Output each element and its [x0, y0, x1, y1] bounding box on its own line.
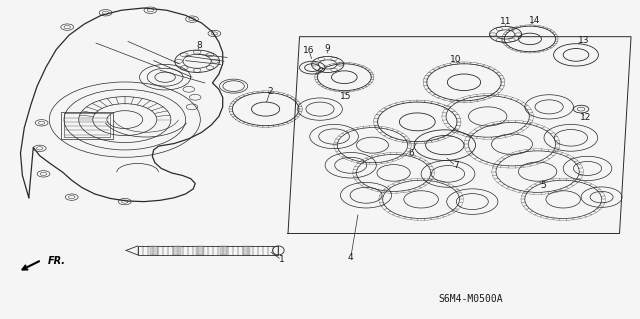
Text: 16: 16: [303, 46, 315, 55]
Bar: [64, 113, 110, 137]
Text: FR.: FR.: [48, 256, 66, 266]
Bar: [220, 246, 227, 255]
Text: 6: 6: [408, 149, 413, 158]
Text: 14: 14: [529, 16, 540, 25]
Text: 5: 5: [540, 181, 545, 190]
Text: 4: 4: [348, 253, 353, 262]
Text: 9: 9: [325, 44, 330, 53]
Text: 2: 2: [268, 87, 273, 96]
Text: 10: 10: [450, 56, 461, 64]
Text: 8: 8: [197, 41, 202, 50]
Text: 1: 1: [279, 256, 284, 264]
Bar: [173, 246, 181, 255]
Text: 12: 12: [580, 113, 591, 122]
Text: 15: 15: [340, 92, 351, 101]
Bar: [61, 112, 113, 139]
Text: S6M4-M0500A: S6M4-M0500A: [438, 294, 503, 304]
Text: 11: 11: [500, 17, 511, 26]
Bar: [138, 246, 278, 255]
Text: 7: 7: [453, 161, 458, 170]
Bar: [150, 246, 158, 255]
Bar: [243, 246, 250, 255]
Bar: [196, 246, 204, 255]
Text: 13: 13: [578, 36, 589, 45]
